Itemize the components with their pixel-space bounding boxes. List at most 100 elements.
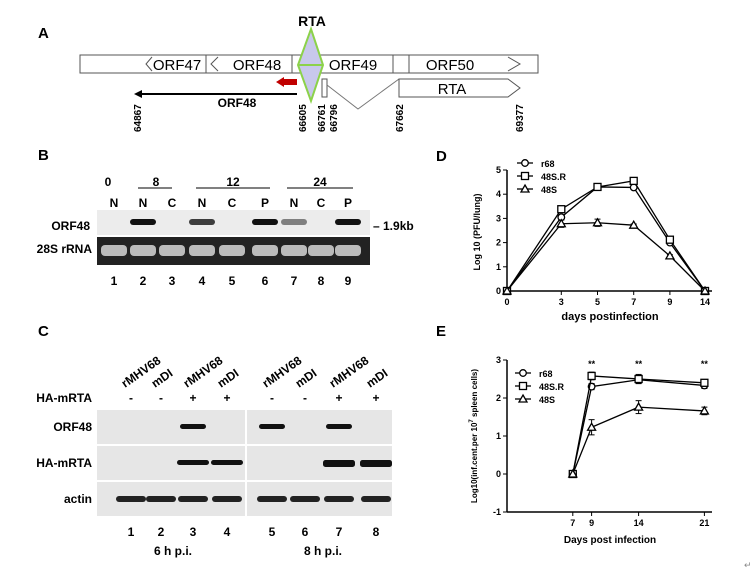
time-label: 8 h p.i.	[304, 544, 342, 558]
fraction-label: N	[110, 196, 119, 210]
orf48-transcript-label: ORF48	[218, 96, 257, 110]
y-axis-title: Log 10 (PFU/lung)	[472, 194, 482, 271]
western-blot-orf48-left	[97, 410, 245, 444]
orf47-label: ORF47	[153, 57, 201, 74]
orf48-band	[326, 424, 352, 429]
data-point	[501, 285, 513, 295]
virus-label: mDI	[215, 366, 242, 390]
panel-letter-b: B	[38, 147, 49, 164]
data-point	[628, 219, 639, 229]
orf48-band	[335, 219, 361, 225]
rrna-band	[281, 245, 307, 256]
data-point	[665, 235, 675, 244]
actin-band	[116, 496, 146, 502]
lane-number: 4	[199, 274, 206, 288]
arrowhead-icon	[134, 90, 142, 98]
x-tick-label: 0	[504, 297, 509, 307]
lane-number: 4	[224, 525, 231, 539]
x-axis-title: days postinfection	[561, 311, 658, 323]
significance-mark: **	[635, 359, 643, 369]
series-line-48S.R	[572, 375, 705, 475]
panel-letter-e: E	[436, 323, 446, 340]
rta-site-label: RTA	[298, 13, 326, 29]
ha-sign: +	[372, 391, 379, 405]
panel-letter-c: C	[38, 323, 49, 340]
legend-label: r68	[539, 369, 553, 379]
lane-number: 6	[302, 525, 309, 539]
ha-sign: -	[159, 391, 163, 405]
ha-sign: +	[189, 391, 196, 405]
x-tick-label: 3	[559, 297, 564, 307]
lane-number: 5	[229, 274, 236, 288]
size-marker: – 1.9kb	[373, 219, 414, 233]
x-tick-label: 7	[631, 297, 636, 307]
y-tick-label: 3	[496, 213, 501, 223]
series-line-48S.R	[506, 180, 706, 292]
data-point	[518, 381, 528, 391]
lane-number: 8	[373, 525, 380, 539]
data-point	[517, 393, 529, 403]
exon1-box	[321, 78, 328, 98]
data-point	[520, 171, 530, 181]
significance-mark: **	[588, 359, 596, 369]
data-point	[519, 183, 531, 193]
data-point	[567, 468, 578, 478]
actin-band	[212, 496, 242, 502]
blot-label-orf48: ORF48	[53, 420, 92, 434]
orf48-label: ORF48	[233, 57, 281, 74]
ha-band	[323, 460, 355, 467]
fraction-label: C	[317, 196, 326, 210]
ha-sign: +	[335, 391, 342, 405]
actin-band	[257, 496, 287, 502]
actin-band	[361, 496, 391, 502]
y-tick-label: 1	[496, 262, 501, 272]
rta-transcript-label: RTA	[438, 81, 467, 98]
row-label-orf48: ORF48	[51, 219, 90, 233]
y-tick-label: -1	[493, 507, 501, 517]
ha-band	[360, 460, 392, 467]
orf48-band	[189, 219, 215, 225]
data-point	[700, 378, 709, 387]
actin-band	[146, 496, 176, 502]
legend-label: 48S.R	[539, 382, 565, 392]
rrna-band	[335, 245, 361, 256]
lane-number: 6	[262, 274, 269, 288]
panel-letter-d: D	[436, 148, 447, 165]
lane-number: 1	[111, 274, 118, 288]
x-tick-label: 14	[634, 518, 644, 528]
lane-number: 9	[345, 274, 352, 288]
orf48-band	[259, 424, 285, 429]
ha-sign: -	[129, 391, 133, 405]
data-point	[699, 405, 710, 415]
time-label: 12	[226, 175, 240, 189]
coord-label: 66761	[317, 104, 328, 132]
panel-c: C HA-mRTA ORF48 HA-mRTA actin 6 h p.i. 8…	[36, 323, 392, 558]
lane-number: 5	[269, 525, 276, 539]
data-point	[519, 369, 527, 377]
rrna-band	[189, 245, 215, 256]
legend-label: r68	[541, 159, 555, 169]
lane-number: 8	[318, 274, 325, 288]
orf48-band	[130, 219, 156, 225]
fraction-label: P	[344, 196, 352, 210]
time-label: 0	[105, 175, 112, 189]
actin-band	[324, 496, 354, 502]
row-label-28s: 28S rRNA	[37, 242, 93, 256]
rrna-band	[219, 245, 245, 256]
orf48-chevron	[210, 56, 219, 72]
panel-b: B 0 8 12 24 ORF48 28S rRNA – 1.9kb N 1 N 2 C…	[37, 147, 414, 288]
x-tick-label: 7	[570, 518, 575, 528]
y-tick-label: 2	[496, 393, 501, 403]
blot-label-ha: HA-mRTA	[36, 456, 92, 470]
data-point	[587, 371, 596, 381]
fraction-label: N	[290, 196, 299, 210]
data-point	[521, 159, 529, 167]
panel-a: A ORF47 ORF48 ORF49 ORF50 RTA ORF48 RTA …	[38, 13, 539, 132]
data-point	[592, 217, 603, 227]
x-axis-title: Days post infection	[564, 535, 656, 546]
fraction-label: N	[198, 196, 207, 210]
orf49-label: ORF49	[329, 57, 377, 74]
coord-label: 66605	[298, 104, 309, 132]
legend-label: 48S	[541, 185, 557, 195]
coord-label: 66796	[329, 104, 340, 132]
